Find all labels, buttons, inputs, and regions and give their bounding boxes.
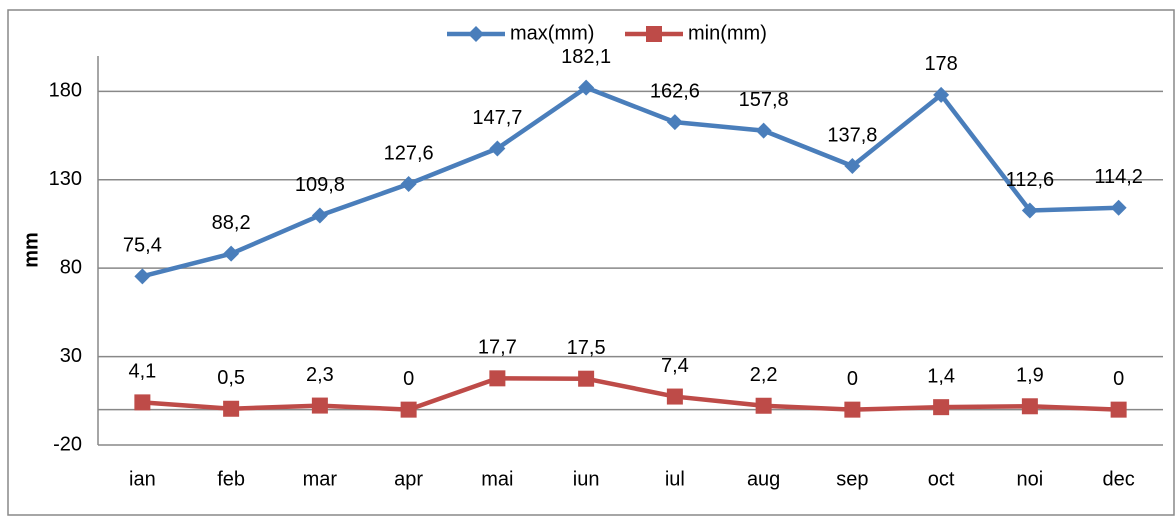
data-label: 1,9 (1016, 365, 1044, 387)
data-point (489, 140, 506, 157)
data-label: 178 (924, 53, 957, 75)
data-point (400, 401, 417, 418)
data-point (311, 397, 328, 414)
data-point (134, 268, 151, 285)
data-point (400, 176, 417, 193)
x-tick-label: apr (394, 468, 423, 490)
x-tick-label: oct (928, 468, 955, 490)
data-label: 1,4 (927, 365, 955, 387)
x-tick-label: ian (129, 468, 156, 490)
x-tick-label: iun (573, 468, 600, 490)
legend-marker (468, 26, 484, 42)
data-label: 0,5 (217, 367, 245, 389)
data-label: 157,8 (739, 89, 789, 111)
data-point (666, 114, 683, 131)
x-tick-label: feb (217, 468, 245, 490)
data-label: 0 (1113, 368, 1124, 390)
data-label: 182,1 (561, 46, 611, 68)
x-tick-label: dec (1103, 468, 1135, 490)
data-label: 17,5 (567, 337, 606, 359)
data-label: 0 (403, 368, 414, 390)
data-point (933, 399, 950, 416)
data-point (755, 122, 772, 139)
series-line (142, 376, 1119, 412)
y-tick-label: -20 (53, 433, 82, 455)
data-label: 109,8 (295, 174, 345, 196)
data-point (578, 79, 595, 96)
series-line (141, 85, 1119, 279)
x-tick-label: mai (481, 468, 513, 490)
x-tick-label: iul (665, 468, 685, 490)
data-label: 4,1 (128, 361, 156, 383)
data-label: 17,7 (478, 337, 517, 359)
data-label: 114,2 (1094, 166, 1143, 188)
y-tick-label: 180 (49, 80, 82, 102)
data-label: 162,6 (650, 80, 700, 102)
data-label: 137,8 (827, 124, 877, 146)
data-point (933, 86, 950, 103)
x-tick-label: aug (747, 468, 780, 490)
y-tick-label: 80 (60, 256, 82, 278)
data-label: 7,4 (661, 355, 689, 377)
data-label: 147,7 (472, 107, 522, 129)
y-tick-label: 130 (49, 168, 82, 190)
data-point (755, 397, 772, 414)
y-axis-label: mm (20, 232, 42, 268)
x-tick-label: sep (836, 468, 868, 490)
x-tick-label: noi (1017, 468, 1044, 490)
data-point (223, 400, 240, 417)
data-point (1110, 199, 1127, 216)
data-point (223, 245, 240, 262)
data-label: 2,2 (750, 364, 778, 386)
data-point (1021, 202, 1038, 219)
data-point (578, 370, 595, 387)
legend-marker (646, 26, 662, 42)
data-point (489, 370, 506, 387)
data-point (311, 207, 328, 224)
legend-label: max(mm) (510, 22, 594, 44)
data-label: 88,2 (212, 212, 251, 234)
data-label: 127,6 (384, 142, 434, 164)
data-label: 112,6 (1006, 169, 1055, 191)
data-point (134, 394, 151, 411)
data-point (1110, 401, 1127, 418)
data-point (844, 401, 861, 418)
x-tick-label: mar (303, 468, 338, 490)
data-label: 75,4 (123, 235, 162, 257)
data-label: 0 (847, 368, 858, 390)
data-point (1021, 398, 1038, 415)
y-tick-label: 30 (60, 345, 82, 367)
legend-label: min(mm) (688, 22, 767, 44)
data-label: 2,3 (306, 364, 334, 386)
data-point (844, 157, 861, 174)
data-point (666, 388, 683, 405)
